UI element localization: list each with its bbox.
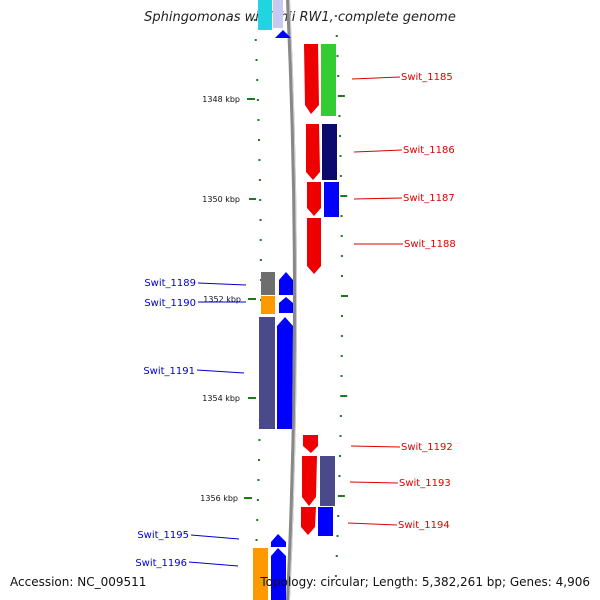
gene-label-swit-1186[interactable]: Swit_1186 <box>403 145 455 156</box>
label-leader-line <box>190 534 240 540</box>
gene-label-swit-1189[interactable]: Swit_1189 <box>144 278 196 289</box>
label-leader-line <box>350 445 401 448</box>
ruler-label: 1348 kbp <box>202 95 240 104</box>
genome-backbone-highlight <box>289 0 297 600</box>
gene-swit-1186-arrow[interactable] <box>306 124 320 180</box>
gene-label-swit-1188[interactable]: Swit_1188 <box>404 239 456 250</box>
gene-swit-1195-arrow[interactable] <box>271 534 286 547</box>
label-leader-line <box>353 197 403 200</box>
gene-label-swit-1194[interactable]: Swit_1194 <box>398 520 450 531</box>
gene-swit-1189-cog[interactable] <box>261 272 275 295</box>
gene-swit-1188-arrow[interactable] <box>307 218 321 274</box>
accession-text: Accession: NC_009511 <box>10 575 147 589</box>
label-leader-line <box>188 561 239 567</box>
map-title: Sphingomonas wittichii RW1, complete gen… <box>144 10 456 25</box>
gene-swit-1190-arrow[interactable] <box>279 297 293 313</box>
ruler-ticks-right <box>334 15 348 577</box>
label-leader-line <box>347 522 398 526</box>
gene-swit-1186-cog[interactable] <box>322 124 337 180</box>
ruler-label: 1350 kbp <box>202 195 240 204</box>
gene-swit-1187-cog[interactable] <box>324 182 339 217</box>
gene-swit-1193-cog[interactable] <box>320 456 335 506</box>
gene-label-swit-1193[interactable]: Swit_1193 <box>399 478 451 489</box>
gene-label-swit-1192[interactable]: Swit_1192 <box>401 442 453 453</box>
genome-backbone <box>286 0 297 600</box>
ruler-label: 1352 kbp <box>203 295 241 304</box>
gene-partial-cyan[interactable] <box>258 0 272 30</box>
genome-summary-text: Topology: circular; Length: 5,382,261 bp… <box>260 575 590 589</box>
label-leader-line <box>351 76 401 80</box>
ruler-label: 1356 kbp <box>200 494 238 503</box>
gene-swit-1192-arrow[interactable] <box>303 435 318 453</box>
gene-swit-1189-arrow[interactable] <box>279 272 293 295</box>
gene-partial-blue[interactable] <box>275 30 291 38</box>
gene-swit-1185-arrow[interactable] <box>304 44 319 114</box>
gene-swit-1194-arrow[interactable] <box>301 507 316 535</box>
gene-swit-1190-cog[interactable] <box>261 296 275 314</box>
gene-swit-1196-arrow[interactable] <box>271 548 286 600</box>
gene-swit-1193-arrow[interactable] <box>302 456 317 506</box>
gene-label-swit-1191[interactable]: Swit_1191 <box>143 366 195 377</box>
gene-swit-1196-cog[interactable] <box>253 548 268 600</box>
gene-label-swit-1185[interactable]: Swit_1185 <box>401 72 453 83</box>
gene-label-swit-1195[interactable]: Swit_1195 <box>137 530 189 541</box>
gene-swit-1187-arrow[interactable] <box>307 182 321 216</box>
gene-label-swit-1190[interactable]: Swit_1190 <box>144 298 196 309</box>
label-leader-line <box>349 481 399 484</box>
gene-label-swit-1187[interactable]: Swit_1187 <box>403 193 455 204</box>
gene-swit-1185-cog[interactable] <box>321 44 336 116</box>
label-leader-line <box>197 282 247 286</box>
ruler-label: 1354 kbp <box>202 394 240 403</box>
gene-partial-lavender[interactable] <box>273 0 283 28</box>
label-leader-line <box>196 369 245 374</box>
label-leader-line <box>353 149 403 153</box>
gene-label-swit-1196[interactable]: Swit_1196 <box>135 558 187 569</box>
gene-swit-1191-cog[interactable] <box>259 317 275 429</box>
gene-swit-1194-cog[interactable] <box>318 507 333 536</box>
gene-swit-1191-arrow[interactable] <box>277 317 293 429</box>
